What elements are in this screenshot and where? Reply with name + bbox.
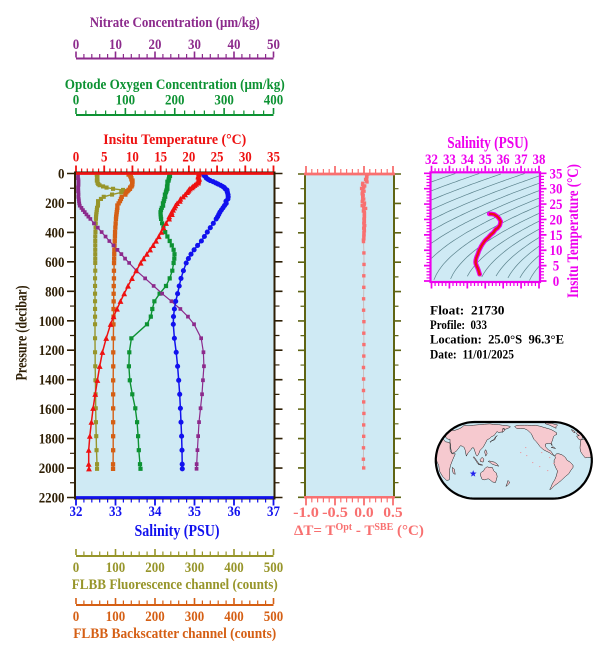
svg-text:35: 35 [550, 166, 563, 182]
svg-text:5: 5 [101, 150, 108, 166]
svg-text:36: 36 [497, 152, 510, 168]
svg-text:32: 32 [70, 504, 83, 520]
svg-text:2200: 2200 [39, 491, 65, 507]
svg-text:FLBB Backscatter channel (coun: FLBB Backscatter channel (counts) [73, 626, 276, 642]
svg-text:38: 38 [533, 152, 546, 168]
svg-text:10: 10 [550, 243, 563, 259]
svg-text:300: 300 [214, 93, 233, 109]
svg-text:500: 500 [264, 609, 283, 625]
svg-text:37: 37 [515, 152, 528, 168]
svg-text:0.0: 0.0 [354, 505, 373, 521]
svg-text:20: 20 [182, 150, 195, 166]
svg-text:0: 0 [73, 560, 80, 576]
svg-text:Float: 21730: Float: 21730 [430, 304, 505, 318]
svg-text:30: 30 [188, 37, 201, 53]
svg-text:34: 34 [149, 504, 162, 520]
svg-text:Pressure (decibar): Pressure (decibar) [14, 286, 31, 381]
svg-text:37: 37 [267, 504, 280, 520]
svg-text:400: 400 [45, 225, 64, 241]
svg-text:Location: 25.0°S 96.3°E: Location: 25.0°S 96.3°E [430, 333, 564, 347]
svg-text:0: 0 [73, 93, 80, 109]
svg-text:25: 25 [211, 150, 224, 166]
svg-text:33: 33 [443, 152, 456, 168]
svg-text:30: 30 [239, 150, 252, 166]
svg-text:100: 100 [106, 609, 125, 625]
svg-text:FLBB Fluorescence channel (cou: FLBB Fluorescence channel (counts) [72, 577, 278, 593]
svg-text:0: 0 [73, 609, 80, 625]
svg-text:1800: 1800 [39, 432, 65, 448]
svg-text:Nitrate Concentration (μm/kg): Nitrate Concentration (μm/kg) [90, 15, 260, 31]
svg-text:500: 500 [264, 560, 283, 576]
svg-text:35: 35 [479, 152, 492, 168]
svg-text:Insitu Temperature (°C): Insitu Temperature (°C) [103, 132, 246, 148]
svg-text:2000: 2000 [39, 461, 65, 477]
svg-text:600: 600 [45, 255, 64, 271]
svg-text:Salinity (PSU): Salinity (PSU) [447, 133, 528, 152]
svg-text:35: 35 [267, 150, 280, 166]
svg-text:200: 200 [45, 196, 64, 212]
svg-text:0: 0 [553, 274, 560, 290]
svg-text:1200: 1200 [39, 343, 65, 359]
svg-text:50: 50 [267, 37, 280, 53]
svg-text:0: 0 [73, 150, 80, 166]
svg-text:34: 34 [461, 152, 474, 168]
svg-text:100: 100 [106, 560, 125, 576]
svg-text:10: 10 [109, 37, 122, 53]
svg-text:0: 0 [58, 167, 65, 183]
svg-text:ΔT= TOpt - TSBE (°C): ΔT= TOpt - TSBE (°C) [294, 522, 424, 539]
svg-text:Optode Oxygen Concentration (μ: Optode Oxygen Concentration (μm/kg) [65, 77, 285, 93]
svg-text:32: 32 [425, 152, 438, 168]
svg-text:30: 30 [550, 182, 563, 198]
svg-text:-1.0: -1.0 [293, 505, 319, 521]
svg-text:10: 10 [126, 150, 139, 166]
svg-text:1000: 1000 [39, 314, 65, 330]
svg-text:35: 35 [188, 504, 201, 520]
svg-text:200: 200 [145, 609, 164, 625]
svg-text:-0.5: -0.5 [322, 505, 348, 521]
svg-text:Profile: 033: Profile: 033 [430, 318, 487, 332]
svg-text:400: 400 [224, 609, 243, 625]
svg-text:20: 20 [149, 37, 162, 53]
svg-text:0: 0 [73, 37, 80, 53]
svg-text:Salinity (PSU): Salinity (PSU) [135, 521, 220, 540]
svg-text:200: 200 [165, 93, 184, 109]
svg-text:300: 300 [185, 560, 204, 576]
svg-text:400: 400 [224, 560, 243, 576]
svg-text:33: 33 [109, 504, 122, 520]
svg-text:25: 25 [550, 197, 563, 213]
svg-text:Date: 11/01/2025: Date: 11/01/2025 [430, 348, 514, 362]
svg-text:Insitu Temperature (°C): Insitu Temperature (°C) [565, 164, 582, 298]
svg-text:200: 200 [145, 560, 164, 576]
svg-text:5: 5 [553, 259, 560, 275]
svg-text:36: 36 [228, 504, 241, 520]
svg-text:40: 40 [228, 37, 241, 53]
svg-text:20: 20 [550, 212, 563, 228]
svg-text:800: 800 [45, 284, 64, 300]
svg-text:1400: 1400 [39, 373, 65, 389]
svg-text:400: 400 [264, 93, 283, 109]
svg-text:0.5: 0.5 [383, 505, 402, 521]
svg-text:100: 100 [116, 93, 135, 109]
svg-text:15: 15 [550, 228, 563, 244]
svg-text:1600: 1600 [39, 402, 65, 418]
svg-text:300: 300 [185, 609, 204, 625]
svg-text:15: 15 [154, 150, 167, 166]
